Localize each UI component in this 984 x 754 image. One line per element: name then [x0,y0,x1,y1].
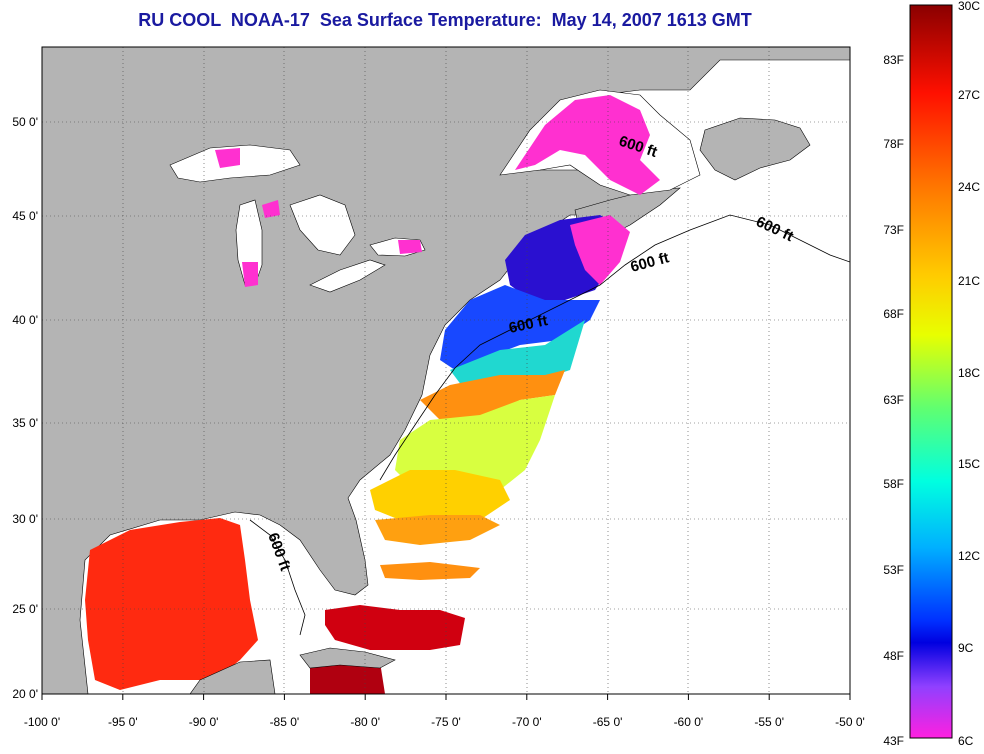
colorbar-celsius-label: 27C [958,88,980,102]
cuba-land [299,647,396,669]
lon-tick-label: -85 0' [270,715,300,729]
colorbar-celsius-label: 21C [958,274,980,288]
colorbar-celsius-label: 15C [958,457,980,471]
colorbar-fahrenheit-label: 58F [883,477,904,491]
lat-tick-label: 40 0' [12,313,38,327]
newfoundland-land [699,117,811,181]
map-title: RU COOL NOAA-17 Sea Surface Temperature:… [138,10,752,30]
graticule [42,47,850,694]
lon-tick-label: -55 0' [754,715,784,729]
lat-tick-label: 25 0' [12,602,38,616]
lake-superior-sst [215,148,240,168]
sst-gulf-st-lawrence [515,95,660,195]
yucatan-land [189,659,276,694]
colorbar [909,4,953,739]
lon-tick-label: -65 0' [593,715,623,729]
colorbar-celsius-label: 6C [958,734,974,748]
colorbar-fahrenheit-label: 73F [883,223,904,237]
lon-tick-label: -80 0' [350,715,380,729]
isobath-600ft-gulf [249,519,306,636]
sst-gulf-stream [420,370,565,420]
colorbar-fahrenheit-label: 48F [883,649,904,663]
sst-caribbean-dark [310,660,385,694]
sst-mid-atlantic-blue [440,285,600,370]
sst-caribbean-red [325,605,465,650]
colorbar-fahrenheit-label: 68F [883,307,904,321]
lat-tick-label: 35 0' [12,416,38,430]
colorbar-celsius-label: 18C [958,366,980,380]
colorbar-celsius-label: 12C [958,549,980,563]
isobath-600ft-line [379,214,850,481]
lake-ontario-sst [398,240,422,254]
lat-tick-label: 20 0' [12,687,38,701]
lon-tick-label: -90 0' [189,715,219,729]
sst-florida-orange [375,515,500,545]
colorbar-celsius-label: 9C [958,641,974,655]
sst-yellow [370,470,510,520]
lat-tick-label: 45 0' [12,209,38,223]
sst-cyan-band [450,320,585,390]
lon-tick-label: -95 0' [108,715,138,729]
colorbar-fahrenheit-label: 83F [883,53,904,67]
colorbar-fahrenheit-label: 78F [883,137,904,151]
sst-gulf-maine-pink [570,215,630,285]
sst-bahamas-orange [380,562,480,580]
lon-tick-label: -70 0' [512,715,542,729]
lon-tick-label: -75 0' [431,715,461,729]
lat-tick-label: 50 0' [12,115,38,129]
lake-huron-sst [262,200,280,218]
colorbar-fahrenheit-label: 63F [883,393,904,407]
lon-tick-label: -60 0' [674,715,704,729]
colorbar-fahrenheit-label: 53F [883,563,904,577]
lat-tick-label: 30 0' [12,512,38,526]
colorbar-celsius-label: 24C [958,180,980,194]
colorbar-celsius-label: 30C [958,0,980,13]
lon-tick-label: -50 0' [835,715,865,729]
lon-tick-label: -100 0' [24,715,60,729]
lake-erie [309,259,386,293]
lake-michigan-sst [242,262,258,287]
sst-gulf-of-mexico [85,518,258,690]
colorbar-fahrenheit-label: 43F [883,734,904,748]
lake-huron [289,194,356,256]
